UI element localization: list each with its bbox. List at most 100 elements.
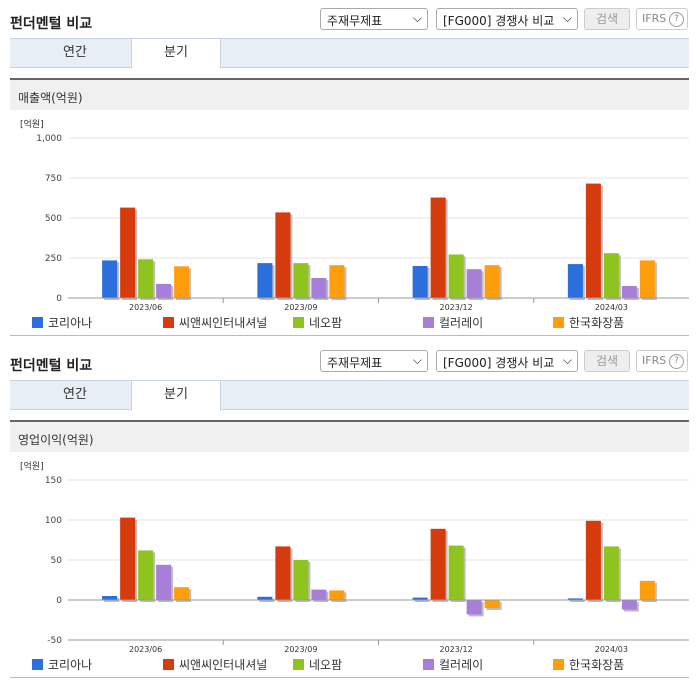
legend-swatch xyxy=(553,659,564,670)
x-tick-label: 2023/12 xyxy=(440,303,473,312)
legend-label: 씨앤씨인터내셔널 xyxy=(179,316,268,330)
bar-shadow xyxy=(569,600,585,602)
bar xyxy=(293,263,309,298)
legend-item-cnc: 씨앤씨인터내셔널 xyxy=(163,314,268,330)
fundamental-section-sales: 펀더멘털 비교 주재무제표 ⌵ [FG000] 경쟁사 비교 ⌵ 검색 IFRS… xyxy=(0,0,696,340)
section-header: 펀더멘털 비교 주재무제표 ⌵ [FG000] 경쟁사 비교 ⌵ 검색 IFRS… xyxy=(0,342,696,378)
y-tick-label: 500 xyxy=(45,214,62,224)
y-axis-unit-label: [억원] xyxy=(20,118,44,130)
legend-label: 한국화장품 xyxy=(569,658,625,672)
chart-title-bar: 영업이익(억원) xyxy=(10,422,689,452)
tab-annual[interactable]: 연간 xyxy=(63,45,87,60)
peer-select[interactable]: [FG000] 경쟁사 비교 ⌵ xyxy=(436,8,578,30)
legend-item-koreana: 코리아나 xyxy=(32,656,93,672)
fundamental-section-operating-profit: 펀더멘털 비교 주재무제표 ⌵ [FG000] 경쟁사 비교 ⌵ 검색 IFRS… xyxy=(0,342,696,684)
legend-item-cnc: 씨앤씨인터내셔널 xyxy=(163,656,268,672)
y-tick-label: 0 xyxy=(56,596,62,606)
bar xyxy=(329,590,345,600)
help-icon: ? xyxy=(669,12,684,27)
section-title: 펀더멘털 비교 xyxy=(10,358,93,374)
ifrs-label: IFRS xyxy=(642,12,667,25)
chevron-down-icon: ⌵ xyxy=(562,353,572,367)
bar xyxy=(120,207,136,298)
bar xyxy=(603,253,619,298)
section-title: 펀더멘털 비교 xyxy=(10,16,93,32)
legend-label: 네오팜 xyxy=(309,658,343,672)
period-tabs: 연간 분기 xyxy=(10,38,689,69)
bar xyxy=(430,528,446,600)
ifrs-label: IFRS xyxy=(642,354,667,367)
statement-select[interactable]: 주재무제표 ⌵ xyxy=(320,350,428,372)
y-tick-label: -50 xyxy=(47,636,62,646)
statement-select[interactable]: 주재무제표 ⌵ xyxy=(320,8,428,30)
y-tick-label: 0 xyxy=(56,294,62,304)
bar xyxy=(120,517,136,600)
tab-quarterly[interactable]: 분기 xyxy=(131,381,221,411)
operating-profit-bar-chart: [억원] -50 0 50 100 150 2023/06 2023/09 2023/12 202… xyxy=(20,460,689,654)
legend-label: 컬러레이 xyxy=(439,316,484,330)
statement-select-value: 주재무제표 xyxy=(327,356,383,370)
legend-swatch xyxy=(163,659,174,670)
bar xyxy=(257,596,273,600)
ifrs-help-button[interactable]: IFRS ? xyxy=(636,8,688,30)
peer-select-value: [FG000] 경쟁사 비교 xyxy=(443,356,555,370)
bar xyxy=(311,589,327,600)
chart-title-bar: 매출액(억원) xyxy=(10,80,689,110)
bar xyxy=(412,266,428,298)
section-header: 펀더멘털 비교 주재무제표 ⌵ [FG000] 경쟁사 비교 ⌵ 검색 IFRS… xyxy=(0,0,696,36)
bar xyxy=(275,212,291,298)
legend-label: 씨앤씨인터내셔널 xyxy=(179,658,268,672)
legend-swatch xyxy=(423,317,434,328)
chart-title: 영업이익(억원) xyxy=(18,433,94,447)
ifrs-help-button[interactable]: IFRS ? xyxy=(636,350,688,372)
bar xyxy=(102,260,118,298)
search-button[interactable]: 검색 xyxy=(584,8,630,30)
bar xyxy=(138,550,154,600)
bar xyxy=(639,260,655,298)
legend-item-colorray: 컬러레이 xyxy=(423,656,483,672)
peer-select[interactable]: [FG000] 경쟁사 비교 ⌵ xyxy=(436,350,578,372)
legend-label: 네오팜 xyxy=(309,316,343,330)
bar xyxy=(621,600,637,610)
legend-label: 한국화장품 xyxy=(569,316,625,330)
legend-label: 코리아나 xyxy=(48,658,93,672)
legend-item-neopharm: 네오팜 xyxy=(293,656,343,672)
tab-quarterly[interactable]: 분기 xyxy=(131,39,221,69)
legend-swatch xyxy=(32,317,43,328)
bar xyxy=(466,269,482,298)
chart-legend: 코리아나 씨앤씨인터내셔널 네오팜 컬러레이 한국화장품 xyxy=(32,656,672,672)
legend-item-neopharm: 네오팜 xyxy=(293,314,343,330)
y-tick-label: 250 xyxy=(45,254,62,264)
bar xyxy=(567,598,583,600)
legend-swatch xyxy=(553,317,564,328)
bar xyxy=(102,596,118,600)
y-tick-label: 100 xyxy=(45,516,62,526)
search-button[interactable]: 검색 xyxy=(584,350,630,372)
y-tick-label: 150 xyxy=(45,476,62,486)
bar xyxy=(466,600,482,615)
chevron-down-icon: ⌵ xyxy=(412,353,422,367)
x-tick-label: 2024/03 xyxy=(595,645,628,654)
x-tick-label: 2023/06 xyxy=(129,645,162,654)
bar xyxy=(329,265,345,298)
bar xyxy=(138,259,154,298)
legend-label: 코리아나 xyxy=(48,316,93,330)
bar xyxy=(639,580,655,600)
statement-select-value: 주재무제표 xyxy=(327,14,383,28)
bar xyxy=(412,597,428,600)
x-tick-label: 2023/12 xyxy=(440,645,473,654)
tab-annual[interactable]: 연간 xyxy=(63,387,87,402)
bar xyxy=(275,546,291,600)
legend-item-hankook: 한국화장품 xyxy=(553,656,625,672)
y-axis-unit-label: [억원] xyxy=(20,460,44,472)
chart-title: 매출액(억원) xyxy=(18,91,83,105)
legend-swatch xyxy=(293,659,304,670)
bar xyxy=(257,263,273,298)
legend-item-koreana: 코리아나 xyxy=(32,314,93,330)
y-tick-label: 1,000 xyxy=(36,134,62,144)
bar xyxy=(448,254,464,298)
bar xyxy=(430,197,446,298)
chart-panel: 영업이익(억원) [억원] -50 0 50 100 150 2023/06 2023/09 2… xyxy=(10,420,689,678)
chevron-down-icon: ⌵ xyxy=(562,11,572,25)
legend-swatch xyxy=(32,659,43,670)
